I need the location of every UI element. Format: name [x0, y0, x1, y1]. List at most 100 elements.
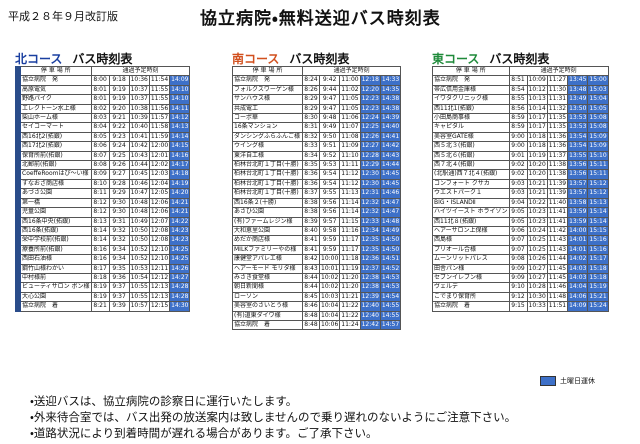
time: 10:21 — [526, 188, 548, 199]
time: 13:49 — [567, 94, 589, 105]
time: 9:48 — [318, 113, 341, 124]
course-name: 北コース — [15, 52, 63, 66]
time: 10:37 — [128, 94, 150, 105]
time: 10:23 — [526, 216, 548, 227]
time: 15:24 — [587, 301, 609, 312]
time: 14:38 — [379, 94, 402, 105]
time: 9:25 — [108, 150, 130, 162]
time: 8:44 — [302, 272, 320, 284]
time: 8:02 — [90, 103, 110, 115]
row: 西16条中央(拓銀) 8:13 9:31 10:49 12:07 14:22 — [17, 216, 191, 227]
row: 協立病院 着 8:21 9:39 10:57 12:15 14:30 — [17, 301, 191, 312]
time: 10:06 — [318, 319, 341, 331]
stop-name: 高原電気 — [17, 84, 92, 96]
time: 8:06 — [90, 141, 110, 152]
stop-name: 柏林台北町１丁目(十勝) — [232, 178, 303, 190]
time: 8:12 — [90, 197, 110, 209]
time: 15:11 — [587, 169, 609, 180]
time: 15:12 — [587, 188, 609, 199]
row: ウエストパーク１ 9:03 10:21 11:39 13:57 15:12 — [432, 188, 609, 199]
time: 11:38 — [546, 169, 569, 180]
time: 14:48 — [379, 216, 402, 227]
time: 8:41 — [302, 235, 320, 246]
time-header: 通過予定時刻 — [508, 65, 609, 77]
time: 14:17 — [169, 160, 191, 171]
time: 8:26 — [302, 84, 320, 96]
stop-name: ムーンリットパレス — [432, 254, 510, 265]
row: 西11北８(拓銀) 9:05 10:23 11:41 13:59 15:14 — [432, 216, 609, 227]
time: 8:36 — [302, 178, 320, 190]
row: 帯広信用金庫様 8:54 10:12 11:30 13:48 15:03 — [432, 84, 609, 96]
time: 11:56 — [148, 103, 171, 115]
time: 13:53 — [567, 113, 589, 124]
stop-name: セイコーマート — [17, 122, 92, 133]
time: 12:18 — [359, 75, 381, 86]
time: 14:11 — [169, 103, 191, 115]
stop-name: 大和恵里公園 — [232, 225, 303, 237]
stop-name: 帯広信用金庫様 — [432, 84, 510, 96]
time: 14:38 — [379, 103, 402, 115]
time: 12:39 — [359, 291, 381, 303]
stop-name: ヘアーモード モリタ様 — [232, 263, 303, 274]
time: 11:36 — [546, 131, 569, 143]
time: 14:35 — [379, 84, 402, 96]
time: 10:37 — [128, 84, 150, 96]
time: 14:13 — [169, 122, 191, 133]
time: 13:54 — [567, 141, 589, 152]
row: ヘアーサロン上保様 9:06 10:24 11:42 14:00 15:15 — [432, 225, 609, 237]
stop-name: 美容室のさいとう様 — [232, 301, 303, 312]
row: BIG・ISLANDⅡ 9:04 10:22 11:40 13:58 15:13 — [432, 197, 609, 209]
time: 8:33 — [302, 141, 320, 152]
stop-name: 北郵前(拓銀) — [17, 160, 92, 171]
time: 8:03 — [90, 113, 110, 124]
time: 10:25 — [526, 244, 548, 256]
time: 14:03 — [567, 272, 589, 284]
time: 10:19 — [526, 150, 548, 162]
time: 12:10 — [148, 244, 171, 256]
time: 8:38 — [302, 207, 320, 218]
stop-name: 西５北６(拓銀) — [432, 150, 510, 162]
time: 8:01 — [90, 84, 110, 96]
time: 9:05 — [508, 207, 528, 218]
time: 14:30 — [169, 301, 191, 312]
time: 8:24 — [302, 75, 320, 86]
time: 12:12 — [148, 272, 171, 284]
time: 15:18 — [587, 263, 609, 274]
time: 10:53 — [128, 263, 150, 274]
time: 8:05 — [90, 131, 110, 143]
course-heading: 東コース バス時刻表 — [432, 50, 609, 66]
time: 10:48 — [128, 197, 150, 209]
stop-name: 西16条中央(拓銀) — [17, 216, 92, 227]
header-row: 停 車 場 所通過予定時刻 — [432, 65, 609, 77]
row: (北駅通)西７北４(拓銀) 9:02 10:20 11:38 13:56 15:11 — [432, 169, 609, 180]
time: 12:27 — [359, 141, 381, 152]
time: 9:02 — [508, 160, 528, 171]
course-label: バス時刻表 — [72, 52, 133, 66]
time: 14:49 — [379, 225, 402, 237]
time: 11:57 — [148, 113, 171, 124]
timetable: 停 車 場 所通過予定時刻 協立病院 発 8:00 9:18 10:36 11:54 14:… — [15, 65, 191, 312]
course-name: 南コース — [232, 52, 280, 66]
time: 12:34 — [359, 225, 381, 237]
row: セイコーマート 8:04 9:22 10:40 11:58 14:13 — [17, 122, 191, 133]
row: サンハウス様 8:29 9:47 11:05 12:23 14:38 — [232, 94, 402, 105]
time: 8:17 — [90, 263, 110, 274]
time: 8:16 — [90, 244, 110, 256]
time: 10:52 — [128, 254, 150, 265]
time: 14:02 — [567, 254, 589, 265]
time: 8:35 — [302, 160, 320, 171]
time: 11:39 — [546, 188, 569, 199]
time: 9:20 — [108, 103, 130, 115]
row: 西７北４(拓銀) 9:02 10:20 11:38 13:56 15:11 — [432, 160, 609, 171]
stop-name: あづさ公園 — [17, 188, 92, 199]
time: 11:55 — [148, 84, 171, 96]
time: 9:01 — [508, 150, 528, 162]
stop-name: 西田石油様 — [17, 254, 92, 265]
time: 8:56 — [508, 103, 528, 115]
time: 9:47 — [318, 103, 341, 115]
time: 15:12 — [587, 178, 609, 190]
time: 10:44 — [128, 160, 150, 171]
stop-name: 共成電工 — [232, 103, 303, 115]
time: 12:00 — [148, 141, 171, 152]
time: 9:07 — [508, 235, 528, 246]
